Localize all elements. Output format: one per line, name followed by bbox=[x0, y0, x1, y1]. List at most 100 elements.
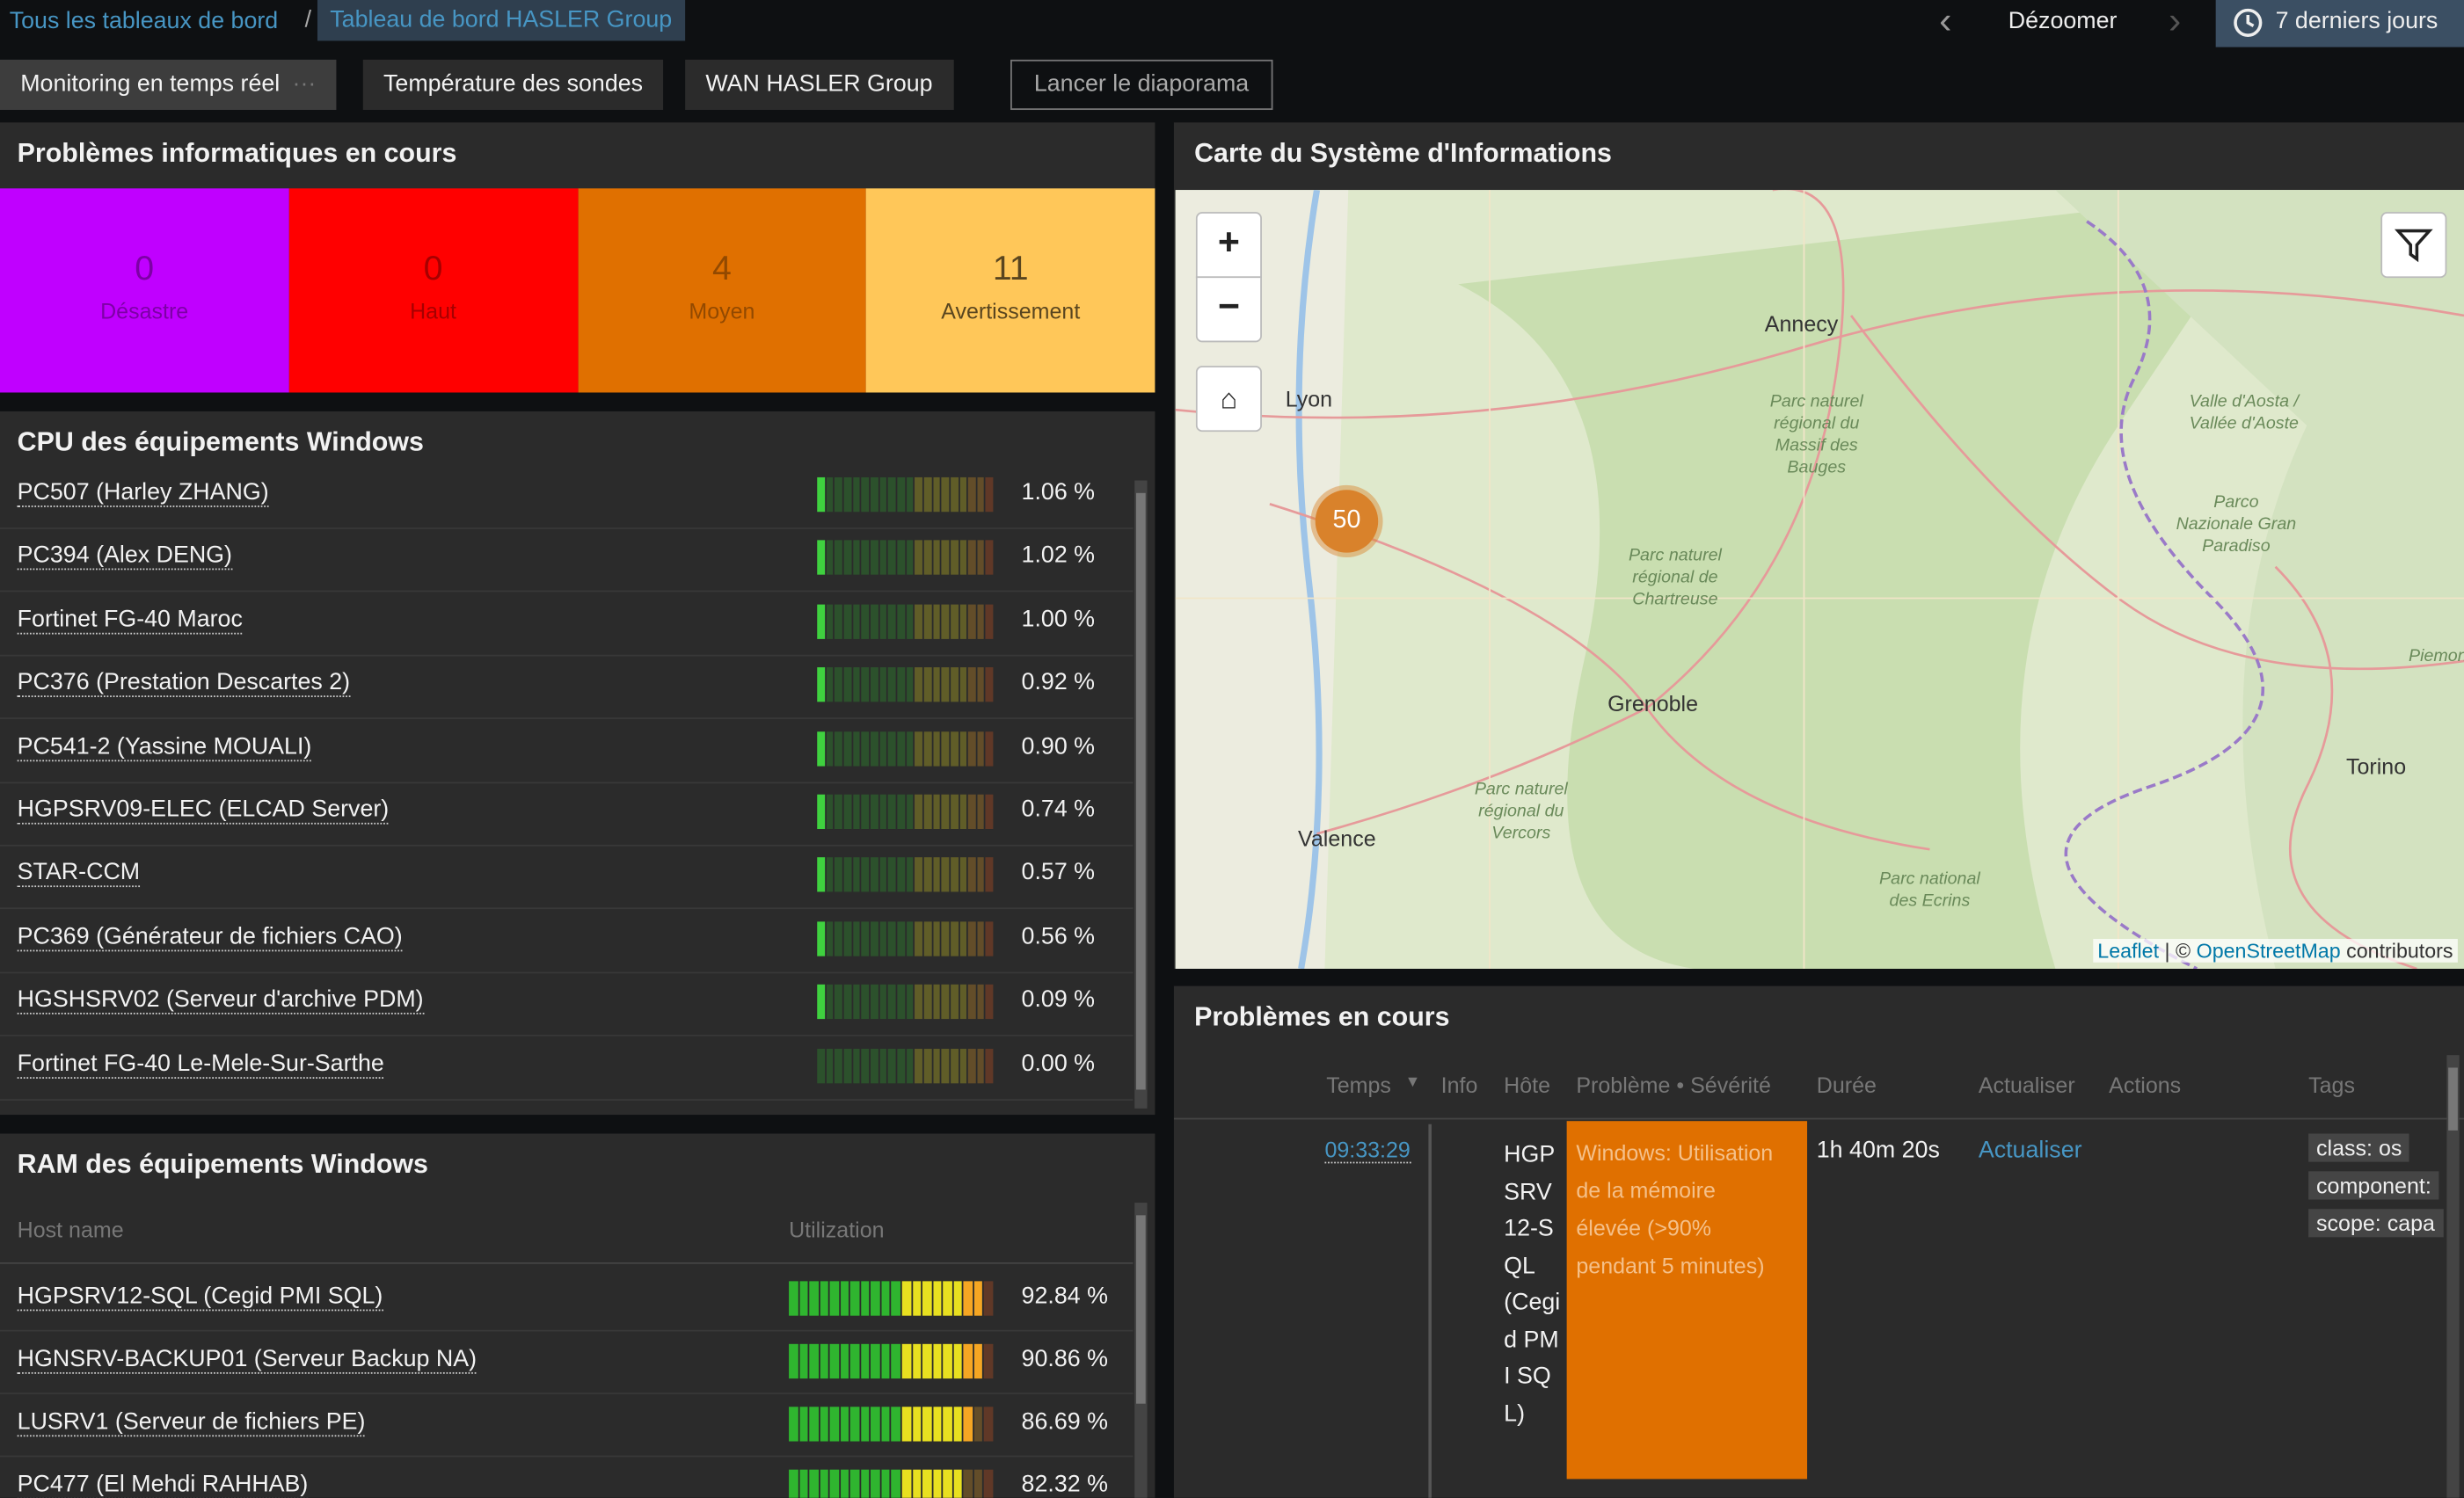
gauge-segment bbox=[826, 857, 834, 893]
host-link[interactable]: Fortinet FG-40 Maroc bbox=[17, 606, 243, 635]
gauge-segment bbox=[870, 731, 878, 766]
gauge-segment bbox=[843, 985, 851, 1020]
scrollbar[interactable] bbox=[1134, 1203, 1148, 1498]
host-link[interactable]: PC541-2 (Yassine MOUALI) bbox=[17, 732, 312, 761]
tab[interactable]: Température des sondes bbox=[362, 59, 664, 111]
filter-button[interactable] bbox=[2380, 212, 2447, 279]
gauge-segment bbox=[941, 476, 950, 513]
gauge-segment bbox=[923, 604, 931, 639]
gauge-segment bbox=[897, 857, 905, 893]
severity-box[interactable]: 0 Désastre bbox=[0, 188, 289, 393]
map-label: Valence bbox=[1298, 825, 1376, 852]
gauge-segment bbox=[968, 541, 976, 576]
time-link[interactable]: 09:33:29 bbox=[1324, 1137, 1411, 1164]
scrollbar[interactable] bbox=[1134, 480, 1148, 1109]
gauge-segment bbox=[932, 604, 940, 639]
map-label: Parc naturel régional du Massif des Baug… bbox=[1769, 392, 1863, 477]
gauge-segment bbox=[843, 541, 851, 576]
gauge-segment bbox=[798, 1407, 808, 1442]
zoom-out-map[interactable]: − bbox=[1195, 276, 1262, 343]
next-button[interactable]: › bbox=[2169, 0, 2182, 43]
host-link[interactable]: HGPSRV12-SQL (Cegid PMI SQL) bbox=[1504, 1141, 1561, 1427]
gauge-segment bbox=[840, 1343, 849, 1379]
problem-cell[interactable]: Windows: Utilisation de la mémoire élevé… bbox=[1566, 1121, 1808, 1480]
panel-title: RAM des équipements Windows bbox=[17, 1149, 428, 1180]
host-link[interactable]: PC507 (Harley ZHANG) bbox=[17, 478, 269, 507]
scrollbar[interactable] bbox=[2446, 1055, 2460, 1498]
panel-title: Problèmes en cours bbox=[1194, 1001, 1450, 1032]
gauge-segment bbox=[968, 731, 976, 766]
host-link[interactable]: HGPSRV09-ELEC (ELCAD Server) bbox=[17, 796, 390, 825]
gauge-segment bbox=[906, 667, 914, 702]
gauge-segment bbox=[953, 1407, 963, 1442]
gauge-segment bbox=[843, 476, 851, 513]
scroll-thumb[interactable] bbox=[2448, 1067, 2458, 1131]
zoom-in[interactable]: + bbox=[1195, 212, 1262, 279]
host-link[interactable]: PC369 (Générateur de fichiers CAO) bbox=[17, 922, 403, 951]
severity-box[interactable]: 0 Haut bbox=[288, 188, 578, 393]
gauge-segment bbox=[977, 1048, 985, 1083]
tag[interactable]: class: os bbox=[2308, 1133, 2410, 1162]
gauge-segment bbox=[850, 1407, 860, 1442]
gauge-segment bbox=[984, 1469, 994, 1498]
gauge-segment bbox=[906, 857, 914, 893]
slideshow-button[interactable]: Lancer le diaporama bbox=[1010, 59, 1273, 111]
host-link[interactable]: HGPSRV12-SQL (Cegid PMI SQL) bbox=[17, 1283, 383, 1312]
gauge-segment bbox=[906, 921, 914, 956]
severity-box[interactable]: 4 Moyen bbox=[577, 188, 867, 393]
tab-active[interactable]: Monitoring en temps réel ··· bbox=[0, 59, 337, 111]
filter-icon bbox=[2394, 229, 2433, 263]
osm-link[interactable]: OpenStreetMap bbox=[2196, 939, 2341, 963]
tab[interactable]: WAN HASLER Group bbox=[685, 59, 953, 111]
update-link[interactable]: Actualiser bbox=[1978, 1137, 2082, 1164]
scroll-thumb[interactable] bbox=[1136, 1215, 1146, 1404]
map[interactable]: + − ⌂ Leaflet | © OpenStreetMap contribu… bbox=[1175, 190, 2464, 969]
gauge-segment bbox=[953, 1469, 963, 1498]
gauge-segment bbox=[922, 1343, 932, 1379]
duration: 1h 40m 20s bbox=[1816, 1137, 1940, 1164]
gauge-segment bbox=[943, 1343, 952, 1379]
gauge-segment bbox=[959, 604, 967, 639]
gauge-segment bbox=[829, 1281, 839, 1316]
host-link[interactable]: PC394 (Alex DENG) bbox=[17, 542, 232, 571]
host-link[interactable]: PC477 (El Mehdi RAHHAB) bbox=[17, 1471, 309, 1498]
map-label: Piemonte bbox=[2409, 646, 2464, 666]
gauge-segment bbox=[959, 476, 967, 513]
gauge-segment bbox=[852, 921, 860, 956]
host-link[interactable]: PC376 (Prestation Descartes 2) bbox=[17, 669, 351, 698]
gauge-segment bbox=[932, 1343, 942, 1379]
host-link[interactable]: LUSRV1 (Serveur de fichiers PE) bbox=[17, 1408, 366, 1437]
host-link[interactable]: HGNSRV-BACKUP01 (Serveur Backup NA) bbox=[17, 1345, 477, 1374]
gauge-segment bbox=[897, 541, 905, 576]
gauge-segment bbox=[986, 541, 994, 576]
tag[interactable]: scope: capa bbox=[2308, 1209, 2443, 1238]
gauge-segment bbox=[968, 794, 976, 830]
gauge-segment bbox=[843, 857, 851, 893]
tab-label: Température des sondes bbox=[383, 70, 644, 98]
breadcrumb-current[interactable]: Tableau de bord HASLER Group bbox=[317, 0, 685, 41]
ram-value: 90.86 % bbox=[1021, 1345, 1108, 1372]
gauge-segment bbox=[878, 476, 887, 513]
zoom-out[interactable]: Dézoomer bbox=[2008, 7, 2118, 35]
host-link[interactable]: Fortinet FG-40 Le-Mele-Sur-Sarthe bbox=[17, 1050, 384, 1079]
gauge-segment bbox=[950, 921, 959, 956]
severity-label: Haut bbox=[410, 298, 456, 324]
period-button[interactable]: 7 derniers jours bbox=[2215, 0, 2464, 47]
tag[interactable]: component: bbox=[2308, 1171, 2439, 1200]
gauge-segment bbox=[871, 1343, 880, 1379]
severity-box[interactable]: 11 Avertissement bbox=[866, 188, 1155, 393]
gauge bbox=[817, 1048, 994, 1083]
gauge-segment bbox=[835, 857, 842, 893]
gauge-segment bbox=[912, 1407, 922, 1442]
leaflet-link[interactable]: Leaflet bbox=[2097, 939, 2160, 963]
host-link[interactable]: STAR-CCM bbox=[17, 859, 141, 888]
scroll-thumb[interactable] bbox=[1136, 492, 1146, 1090]
gauge-segment bbox=[888, 794, 896, 830]
prev-button[interactable]: ‹ bbox=[1939, 0, 1952, 43]
cluster-marker[interactable]: 50 bbox=[1315, 490, 1379, 553]
breadcrumb-link[interactable]: Tous les tableaux de bord bbox=[9, 7, 279, 35]
host-link[interactable]: HGSHSRV02 (Serveur d'archive PDM) bbox=[17, 985, 424, 1015]
home-button[interactable]: ⌂ bbox=[1195, 366, 1262, 433]
timeline bbox=[1428, 1124, 1432, 1498]
gauge-segment bbox=[817, 857, 825, 893]
